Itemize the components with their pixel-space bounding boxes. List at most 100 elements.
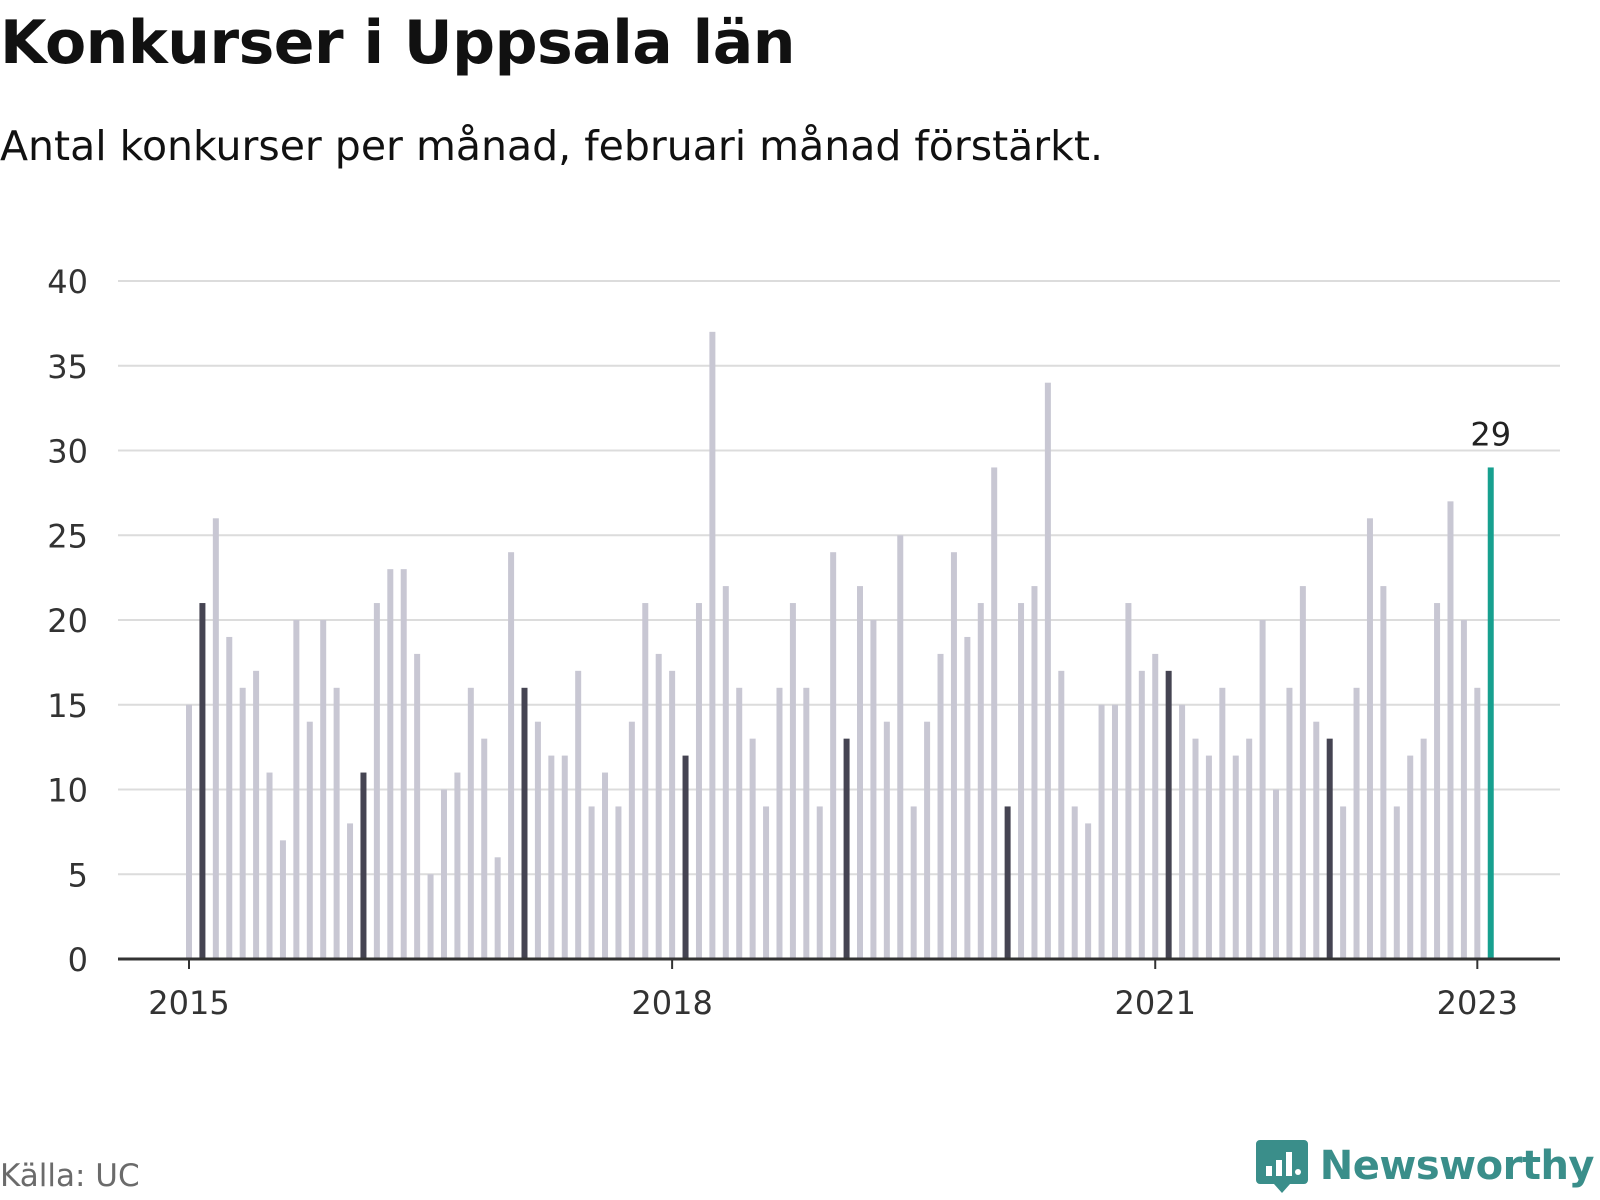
bar <box>763 806 770 959</box>
bar <box>1071 806 1078 959</box>
bar <box>816 806 823 959</box>
bar <box>1152 653 1159 959</box>
y-tick-label: 10 <box>47 772 88 810</box>
grid-lines <box>118 280 1560 876</box>
bar <box>333 687 340 959</box>
bar <box>749 738 756 959</box>
bar <box>1044 382 1051 959</box>
x-axis: 2015 2018 2021 2023 <box>118 957 1560 1022</box>
bar <box>628 721 635 959</box>
bar <box>534 721 541 959</box>
bar <box>977 603 984 959</box>
bar <box>736 687 743 959</box>
bar <box>870 620 877 959</box>
y-tick-label: 25 <box>47 517 88 555</box>
bar <box>1286 687 1293 959</box>
bar <box>347 823 354 959</box>
bar <box>212 518 219 959</box>
bar <box>1138 670 1145 959</box>
bar <box>1474 687 1481 959</box>
bar <box>1125 603 1132 959</box>
chart-title: Konkurser i Uppsala län <box>0 8 795 78</box>
bar <box>1340 806 1347 959</box>
bar <box>803 687 810 959</box>
bar <box>1407 755 1414 959</box>
x-tick-label: 2015 <box>148 984 229 1022</box>
x-tick-label: 2018 <box>631 984 712 1022</box>
bar <box>387 569 394 959</box>
bar <box>186 704 192 959</box>
bar <box>1058 670 1065 959</box>
bar <box>950 552 957 959</box>
bar <box>588 806 595 959</box>
bar <box>1085 823 1092 959</box>
bar <box>655 653 662 959</box>
bar <box>857 586 863 959</box>
brand-name: Newsworthy <box>1319 1143 1595 1189</box>
february-bar <box>682 755 689 959</box>
bar <box>669 670 676 959</box>
bar <box>883 721 890 959</box>
bar <box>615 806 622 959</box>
bar <box>1353 687 1360 959</box>
bar <box>400 569 407 959</box>
bar <box>440 789 447 959</box>
bar <box>1393 806 1400 959</box>
bar <box>695 603 702 959</box>
february-bar <box>1165 670 1172 959</box>
y-tick-label: 35 <box>47 348 88 386</box>
bar <box>1098 704 1105 959</box>
bar <box>575 670 582 959</box>
x-tick-label: 2023 <box>1437 984 1518 1022</box>
annotations: 29 <box>1470 415 1511 453</box>
bar <box>789 603 796 959</box>
bar <box>1192 738 1199 959</box>
bar <box>897 535 904 959</box>
newsworthy-logo-icon <box>1255 1140 1308 1193</box>
bar <box>602 772 609 959</box>
bar <box>373 603 380 959</box>
bar <box>924 721 931 959</box>
bar <box>239 687 246 959</box>
bar <box>709 331 716 960</box>
bar <box>830 552 837 959</box>
bar <box>548 755 555 959</box>
bar <box>776 687 783 959</box>
x-tick-label: 2021 <box>1115 984 1196 1022</box>
bar <box>306 721 313 959</box>
bar <box>1313 721 1320 959</box>
february-bar <box>843 738 850 959</box>
bar <box>1179 704 1186 959</box>
latest-bar <box>1487 467 1494 959</box>
bar <box>293 620 300 959</box>
bar <box>561 755 568 959</box>
bar <box>1273 789 1280 959</box>
bar <box>1447 501 1454 959</box>
y-tick-label: 15 <box>47 687 88 725</box>
bar <box>414 653 421 959</box>
bar <box>1031 586 1038 959</box>
source-note: Källa: UC <box>0 1158 140 1194</box>
bar <box>1460 620 1467 959</box>
bar <box>279 840 286 959</box>
bar <box>494 857 501 959</box>
y-axis-labels: 0 5 10 15 20 25 30 35 40 <box>47 263 88 979</box>
february-bar <box>360 772 367 959</box>
bar <box>320 620 327 959</box>
bar <box>1232 755 1239 959</box>
bar <box>910 806 917 959</box>
y-tick-label: 20 <box>47 602 88 640</box>
february-bar <box>1004 806 1011 959</box>
bar <box>1111 704 1118 959</box>
bar <box>937 653 944 959</box>
bar <box>1018 603 1025 959</box>
y-tick-label: 30 <box>47 433 88 471</box>
bar <box>454 772 461 959</box>
bar <box>1299 586 1306 959</box>
bar <box>1246 738 1253 959</box>
february-bar <box>521 687 528 959</box>
bars <box>186 331 1494 960</box>
bar <box>427 874 434 959</box>
bar <box>253 670 260 959</box>
